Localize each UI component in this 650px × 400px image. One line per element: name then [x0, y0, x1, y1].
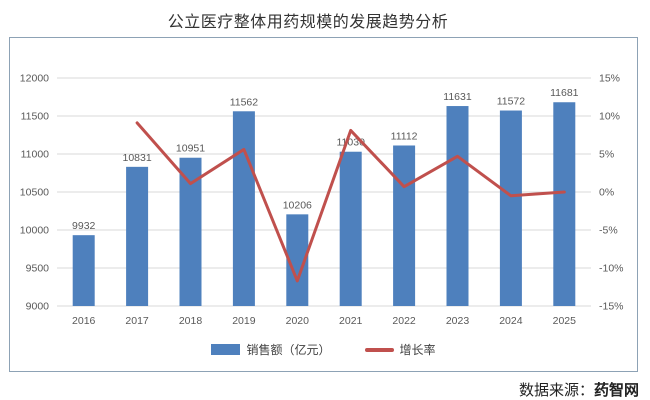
data-source: 数据来源：药智网 — [519, 379, 639, 400]
bar-value-label: 11112 — [391, 130, 418, 142]
x-axis-category-label: 2022 — [392, 315, 416, 327]
bar-value-label: 10206 — [283, 199, 312, 211]
left-axis-tick-label: 10000 — [20, 225, 49, 237]
chart-title: 公立医疗整体用药规模的发展趋势分析 — [167, 14, 449, 31]
right-axis-tick-label: 15% — [599, 73, 620, 85]
bar-2020 — [286, 214, 309, 306]
bar-2022 — [393, 145, 416, 306]
bar-2017 — [126, 166, 149, 306]
left-axis-tick-label: 10500 — [20, 187, 49, 199]
right-axis-tick-label: -5% — [599, 225, 618, 237]
x-axis-category-label: 2023 — [446, 315, 470, 327]
left-axis-tick-label: 11000 — [21, 149, 50, 161]
right-axis-tick-label: -15% — [599, 301, 624, 313]
bar-value-label: 11572 — [497, 96, 526, 108]
bar-value-label: 11562 — [230, 96, 259, 108]
legend-line-swatch-icon — [364, 347, 394, 352]
legend-item-growth: 增长率 — [364, 341, 436, 358]
growth-rate-line — [135, 121, 566, 283]
bar-2024 — [499, 110, 522, 306]
x-axis-category-label: 2016 — [72, 315, 96, 327]
right-axis-tick-label: 5% — [599, 149, 614, 161]
x-axis-category-label: 2021 — [339, 315, 363, 327]
right-axis-tick-label: -10% — [599, 263, 624, 275]
legend-label-growth: 增长率 — [399, 343, 436, 357]
bar-2018 — [179, 157, 202, 306]
bar-2025 — [553, 102, 576, 306]
bar-2021 — [339, 151, 362, 306]
x-axis-category-label: 2020 — [286, 315, 310, 327]
right-axis-tick-label: 10% — [599, 111, 620, 123]
legend-item-sales: 销售额（亿元） — [211, 341, 331, 358]
left-axis-tick-label: 12000 — [20, 73, 49, 85]
x-axis-category-label: 2017 — [125, 315, 149, 327]
right-axis-tick-label: 0% — [599, 187, 614, 199]
source-prefix: 数据来源： — [518, 382, 594, 399]
x-axis-category-label: 2024 — [499, 315, 523, 327]
x-axis-category-label: 2019 — [232, 315, 256, 327]
chart-legend: 销售额（亿元） 增长率 — [10, 341, 637, 358]
x-axis-category-label: 2018 — [179, 315, 203, 327]
bar-value-label: 10831 — [122, 152, 151, 164]
bar-2016 — [72, 235, 95, 306]
source-name: 药智网 — [593, 382, 639, 399]
legend-bar-swatch-icon — [211, 344, 241, 355]
bar-value-label: 11681 — [550, 87, 579, 99]
bar-2019 — [232, 111, 255, 307]
bar-value-label: 9932 — [72, 220, 96, 232]
bar-2023 — [446, 106, 469, 306]
legend-label-sales: 销售额（亿元） — [246, 343, 331, 357]
bar-value-label: 10951 — [176, 143, 205, 155]
x-axis-category-label: 2025 — [553, 315, 577, 327]
left-axis-tick-label: 9500 — [26, 263, 50, 275]
bar-value-label: 11631 — [443, 91, 472, 103]
left-axis-tick-label: 11500 — [21, 111, 50, 123]
left-axis-tick-label: 9000 — [26, 301, 50, 313]
